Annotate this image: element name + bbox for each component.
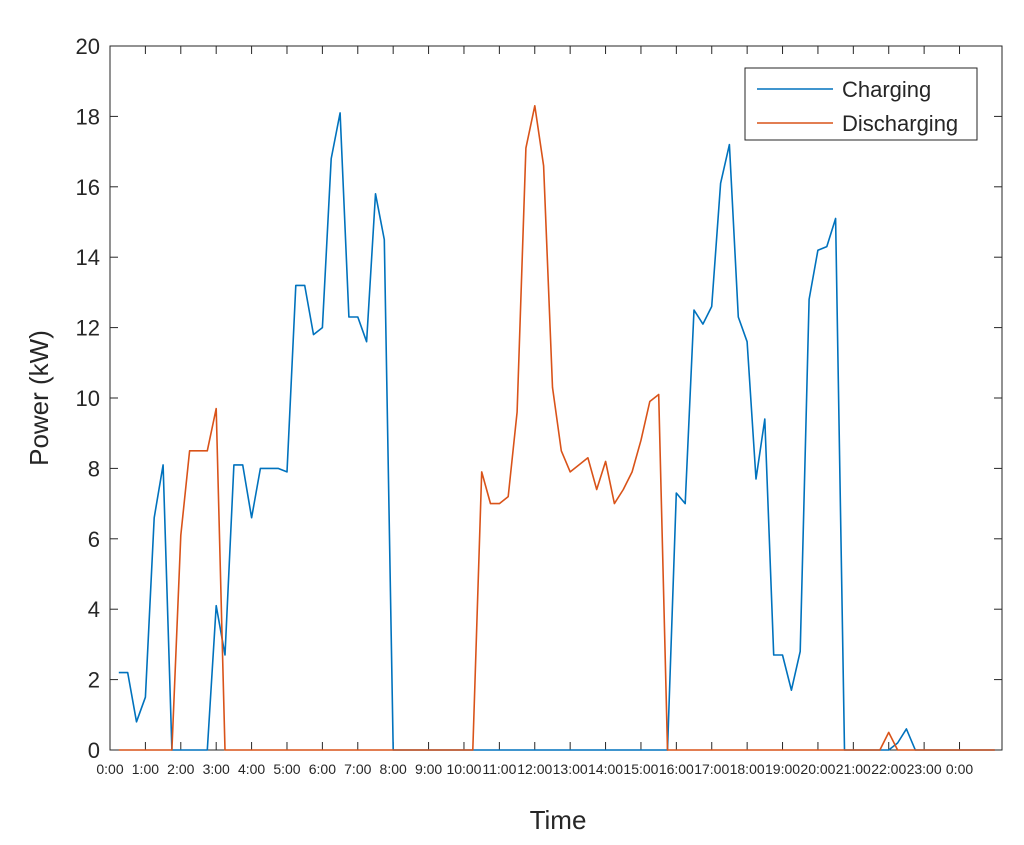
y-tick-label: 6 bbox=[88, 527, 100, 552]
x-tick-label: 20:00 bbox=[800, 761, 835, 777]
x-tick-label: 18:00 bbox=[730, 761, 765, 777]
x-tick-label: 3:00 bbox=[203, 761, 230, 777]
legend-label-charging: Charging bbox=[842, 77, 931, 102]
x-tick-label: 17:00 bbox=[694, 761, 729, 777]
x-tick-label: 16:00 bbox=[659, 761, 694, 777]
x-tick-label: 9:00 bbox=[415, 761, 442, 777]
legend: Charging Discharging bbox=[744, 67, 978, 141]
legend-box bbox=[744, 67, 978, 141]
series-line-charging bbox=[118, 112, 995, 751]
x-tick-label: 14:00 bbox=[588, 761, 623, 777]
x-axis-label: Time bbox=[530, 805, 587, 835]
x-tick-label: 13:00 bbox=[553, 761, 588, 777]
y-axis-label: Power (kW) bbox=[24, 330, 54, 466]
y-tick-label: 20 bbox=[76, 34, 100, 59]
legend-label-discharging: Discharging bbox=[842, 111, 958, 136]
x-tick-label: 6:00 bbox=[309, 761, 336, 777]
x-tick-label: 22:00 bbox=[871, 761, 906, 777]
plot-area bbox=[109, 45, 1003, 751]
x-tick-label: 19:00 bbox=[765, 761, 800, 777]
x-tick-label: 15:00 bbox=[623, 761, 658, 777]
plot-frame bbox=[109, 45, 1003, 751]
series-line-discharging bbox=[118, 105, 995, 751]
x-tick-label: 2:00 bbox=[167, 761, 194, 777]
x-tick-label: 7:00 bbox=[344, 761, 371, 777]
x-tick-label: 11:00 bbox=[482, 761, 516, 777]
x-tick-label: 5:00 bbox=[273, 761, 300, 777]
x-tick-label: 1:00 bbox=[132, 761, 159, 777]
y-tick-label: 18 bbox=[76, 104, 100, 129]
x-tick-label: 21:00 bbox=[836, 761, 871, 777]
x-tick-label: 8:00 bbox=[380, 761, 407, 777]
x-tick-label: 0:00 bbox=[96, 761, 123, 777]
x-tick-label: 23:00 bbox=[907, 761, 942, 777]
y-tick-label: 12 bbox=[76, 316, 100, 341]
y-tick-label: 2 bbox=[88, 668, 100, 693]
x-tick-label: 10:00 bbox=[446, 761, 481, 777]
y-tick-label: 16 bbox=[76, 175, 100, 200]
x-tick-label: 4:00 bbox=[238, 761, 265, 777]
y-tick-label: 8 bbox=[88, 456, 100, 481]
y-tick-label: 10 bbox=[76, 386, 100, 411]
y-tick-label: 4 bbox=[88, 597, 100, 622]
y-tick-label: 14 bbox=[76, 245, 100, 270]
series-lines bbox=[118, 105, 995, 751]
x-tick-label: 12:00 bbox=[517, 761, 552, 777]
x-axis-ticks: 0:00 1:00 2:00 3:00 4:00 5:00 6:00 7:00 8:00 9:00… bbox=[96, 46, 973, 777]
y-tick-label: 0 bbox=[88, 738, 100, 763]
x-tick-label: 0:00 bbox=[946, 761, 973, 777]
y-axis-ticks: 0 2 4 6 8 10 12 14 16 18 20 bbox=[76, 34, 1002, 763]
